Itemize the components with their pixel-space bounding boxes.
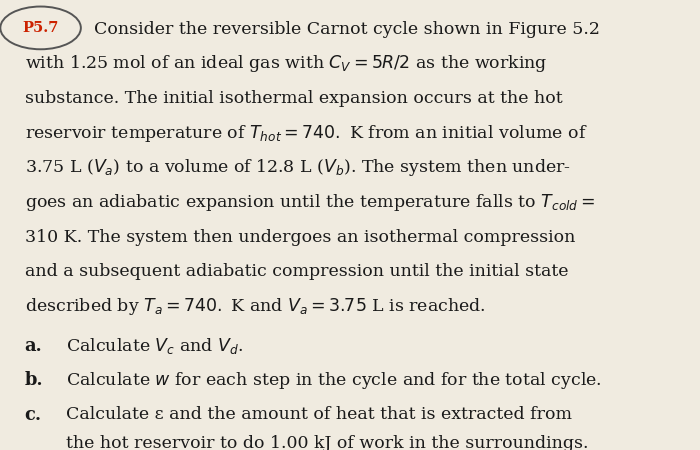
- Text: a.: a.: [25, 337, 42, 355]
- Text: Consider the reversible Carnot cycle shown in Figure 5.2: Consider the reversible Carnot cycle sho…: [94, 21, 601, 38]
- Text: P5.7: P5.7: [22, 21, 59, 35]
- Text: the hot reservoir to do 1.00 kJ of work in the surroundings.: the hot reservoir to do 1.00 kJ of work …: [66, 435, 589, 450]
- Text: Calculate $w$ for each step in the cycle and for the total cycle.: Calculate $w$ for each step in the cycle…: [66, 370, 602, 391]
- Text: described by $T_a = 740.$ K and $V_a = 3.75$ L is reached.: described by $T_a = 740.$ K and $V_a = 3…: [25, 296, 485, 317]
- Text: Calculate ε and the amount of heat that is extracted from: Calculate ε and the amount of heat that …: [66, 406, 573, 423]
- Text: Calculate $V_c$ and $V_d$.: Calculate $V_c$ and $V_d$.: [66, 336, 244, 356]
- Text: and a subsequent adiabatic compression until the initial state: and a subsequent adiabatic compression u…: [25, 263, 568, 280]
- Text: goes an adiabatic expansion until the temperature falls to $T_{cold} =$: goes an adiabatic expansion until the te…: [25, 192, 595, 213]
- Text: b.: b.: [25, 371, 43, 389]
- Ellipse shape: [1, 7, 80, 50]
- Text: c.: c.: [25, 406, 41, 424]
- Text: substance. The initial isothermal expansion occurs at the hot: substance. The initial isothermal expans…: [25, 90, 562, 107]
- Text: with 1.25 mol of an ideal gas with $C_V = 5R/2$ as the working: with 1.25 mol of an ideal gas with $C_V …: [25, 54, 547, 74]
- Text: 3.75 L ($V_a$) to a volume of 12.8 L ($V_b$). The system then under-: 3.75 L ($V_a$) to a volume of 12.8 L ($V…: [25, 158, 570, 178]
- Text: reservoir temperature of $T_{hot} = 740.$ K from an initial volume of: reservoir temperature of $T_{hot} = 740.…: [25, 123, 587, 144]
- Text: 310 K. The system then undergoes an isothermal compression: 310 K. The system then undergoes an isot…: [25, 229, 575, 246]
